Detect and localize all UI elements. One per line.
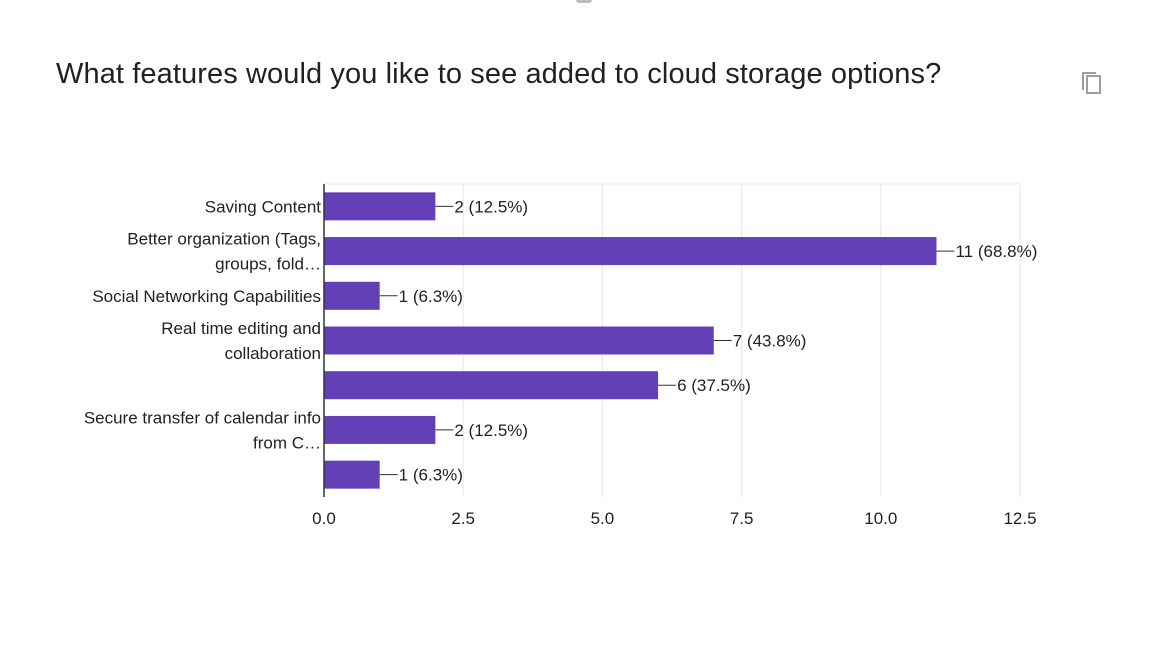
bar <box>324 371 659 400</box>
top-handle <box>576 0 592 3</box>
copy-chart-button[interactable] <box>1076 66 1108 98</box>
bar <box>324 415 436 444</box>
x-tick-label: 10.0 <box>864 509 897 528</box>
bar <box>324 281 380 310</box>
x-tick-label: 0.0 <box>312 509 336 528</box>
category-label: Better organization (Tags, <box>127 230 321 249</box>
question-title: What features would you like to see adde… <box>56 58 942 90</box>
bar <box>324 460 380 489</box>
x-tick-label: 12.5 <box>1003 509 1036 528</box>
data-label: 7 (43.8%) <box>733 332 807 351</box>
data-label: 1 (6.3%) <box>399 287 463 306</box>
data-label: 6 (37.5%) <box>677 376 751 395</box>
category-label: collaboration <box>225 344 321 363</box>
category-label: Saving Content <box>205 197 322 216</box>
x-tick-label: 7.5 <box>730 509 754 528</box>
category-label: from C… <box>253 433 321 452</box>
category-label: Secure transfer of calendar info <box>84 408 321 427</box>
category-label: Real time editing and <box>161 319 321 338</box>
bar <box>324 237 937 266</box>
category-label: groups, fold… <box>215 255 321 274</box>
bar <box>324 192 436 221</box>
data-label: 11 (68.8%) <box>955 242 1037 261</box>
bar <box>324 326 714 355</box>
data-label: 2 (12.5%) <box>454 197 528 216</box>
data-label: 2 (12.5%) <box>454 421 528 440</box>
category-label: Social Networking Capabilities <box>92 287 321 306</box>
copy-icon <box>1082 72 1101 94</box>
x-tick-label: 2.5 <box>451 509 475 528</box>
x-tick-label: 5.0 <box>591 509 615 528</box>
data-label: 1 (6.3%) <box>399 466 463 485</box>
